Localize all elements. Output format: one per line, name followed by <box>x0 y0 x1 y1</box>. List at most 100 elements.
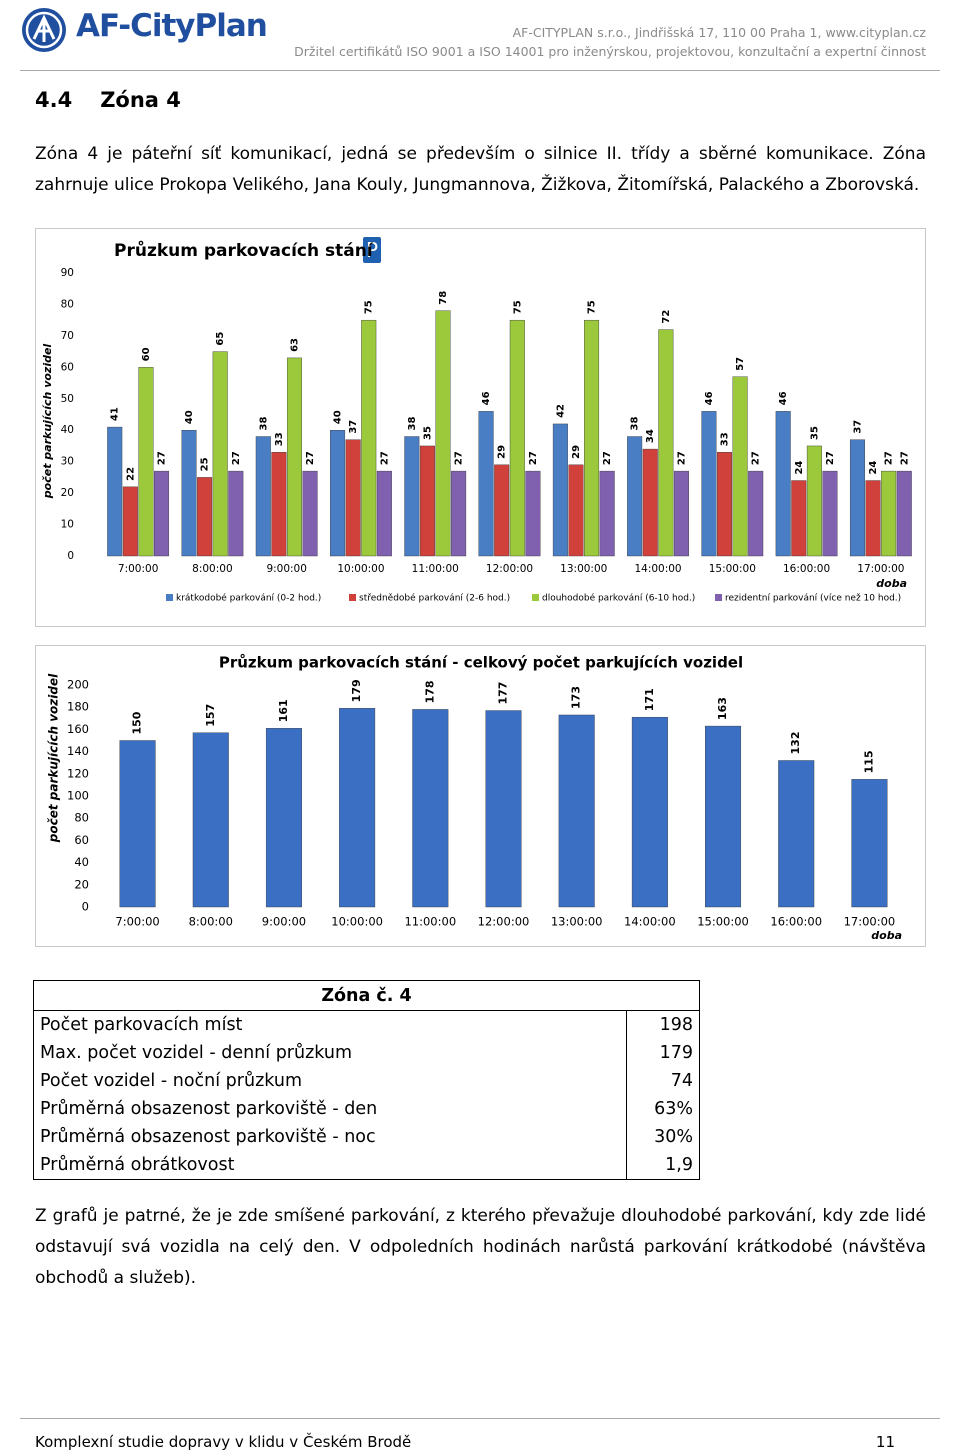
paragraph: Z grafů je patrné, že je zde smíšené par… <box>35 1206 926 1288</box>
table-row: Max. počet vozidel - denní průzkum 179 <box>33 1039 700 1067</box>
data-label: 161 <box>277 699 290 722</box>
x-tick-label: 7:00:00 <box>115 915 159 929</box>
data-label: 27 <box>884 451 895 465</box>
y-tick-label: 0 <box>82 900 89 914</box>
row-value: 198 <box>626 1010 700 1039</box>
bar <box>673 470 689 557</box>
certificate: Držitel certifikátů ISO 9001 a ISO 14001… <box>294 44 926 59</box>
y-tick-label: 40 <box>74 855 89 869</box>
legend-label: střednědobé parkování (2-6 hod.) <box>359 593 510 604</box>
data-label: 42 <box>555 404 566 418</box>
bar <box>775 411 791 557</box>
data-label: 171 <box>643 688 656 711</box>
bar <box>154 470 170 557</box>
y-tick-label: 20 <box>61 487 74 499</box>
row-value: 179 <box>626 1039 700 1067</box>
bar <box>339 708 376 908</box>
bar <box>302 470 318 557</box>
row-label: Počet parkovacích míst <box>33 1010 627 1039</box>
data-label: 46 <box>481 391 492 405</box>
data-label: 38 <box>630 417 641 431</box>
y-tick-label: 200 <box>67 678 89 692</box>
section-title: Zóna 4 <box>100 88 181 112</box>
table-row: Průměrná obsazenost parkoviště - den 63% <box>33 1095 700 1123</box>
data-label: 29 <box>497 445 508 459</box>
bar <box>509 319 525 557</box>
data-label: 163 <box>716 697 729 720</box>
legend-label: krátkodobé parkování (0-2 hod.) <box>176 593 321 604</box>
bar <box>732 376 748 557</box>
y-tick-label: 120 <box>67 766 89 780</box>
data-label: 57 <box>735 357 746 371</box>
data-label: 27 <box>231 451 242 465</box>
bar <box>478 411 494 557</box>
data-label: 27 <box>454 451 465 465</box>
legend-label: dlouhodobé parkování (6-10 hod.) <box>542 593 695 604</box>
row-label: Průměrná obsazenost parkoviště - noc <box>33 1123 627 1151</box>
bar <box>627 436 643 557</box>
x-tick-label: 15:00:00 <box>697 915 749 929</box>
data-label: 178 <box>423 680 436 703</box>
data-label: 27 <box>825 451 836 465</box>
data-label: 25 <box>200 457 211 471</box>
bar <box>228 470 244 557</box>
y-axis-label: počet parkujících vozidel <box>41 344 54 500</box>
legend-swatch <box>715 594 722 601</box>
data-label: 46 <box>778 391 789 405</box>
row-label: Průměrná obsazenost parkoviště - den <box>33 1095 627 1123</box>
data-label: 27 <box>676 451 687 465</box>
chart: Průzkum parkovacích stání - celkový poče… <box>35 645 926 947</box>
y-tick-label: 60 <box>61 361 74 373</box>
bar <box>748 470 764 557</box>
x-tick-label: 17:00:00 <box>857 563 904 575</box>
parking-sign <box>363 237 381 263</box>
data-label: 24 <box>868 461 879 475</box>
bar <box>791 480 807 557</box>
bar <box>642 448 658 557</box>
data-label: 35 <box>809 426 820 440</box>
bar <box>865 480 881 557</box>
legend-swatch <box>166 594 173 601</box>
bar <box>122 486 138 557</box>
y-tick-label: 40 <box>61 424 74 436</box>
bar <box>435 310 451 557</box>
data-label: 38 <box>258 417 269 431</box>
data-label: 38 <box>407 417 418 431</box>
row-label: Max. počet vozidel - denní průzkum <box>33 1039 627 1067</box>
bar <box>851 779 888 908</box>
y-tick-label: 160 <box>67 722 89 736</box>
data-label: 40 <box>333 410 344 424</box>
bar <box>255 436 271 557</box>
bar <box>119 740 156 908</box>
y-tick-label: 0 <box>67 550 74 562</box>
row-label: Průměrná obrátkovost <box>33 1151 627 1180</box>
bar <box>494 464 510 557</box>
data-label: 35 <box>422 426 433 440</box>
bar <box>658 329 674 557</box>
data-label: 27 <box>528 451 539 465</box>
data-label: 115 <box>862 750 875 773</box>
chart: P Průzkum parkovacích stání počet parkují… <box>35 228 926 627</box>
row-value: 30% <box>626 1123 700 1151</box>
bar <box>552 423 568 557</box>
bar <box>361 319 377 557</box>
bar <box>404 436 420 557</box>
data-label: 24 <box>794 461 805 475</box>
data-label: 33 <box>720 432 731 446</box>
logo-icon <box>22 8 66 52</box>
data-label: 177 <box>497 682 510 705</box>
data-label: 27 <box>305 451 316 465</box>
data-label: 173 <box>570 686 583 709</box>
x-tick-label: 11:00:00 <box>404 915 456 929</box>
y-tick-label: 100 <box>67 789 89 803</box>
chart-title: Průzkum parkovacích stání <box>114 239 374 261</box>
bar <box>558 714 595 908</box>
bar <box>192 732 229 908</box>
table-row: Průměrná obsazenost parkoviště - noc 30% <box>33 1123 700 1151</box>
x-axis-label: doba <box>871 929 902 942</box>
y-tick-label: 50 <box>61 393 74 405</box>
bar <box>896 470 912 557</box>
legend-label: rezidentní parkování (více než 10 hod.) <box>725 594 901 604</box>
y-tick-label: 140 <box>67 744 89 758</box>
